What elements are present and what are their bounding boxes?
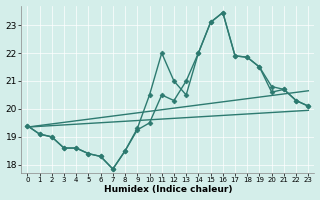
X-axis label: Humidex (Indice chaleur): Humidex (Indice chaleur) bbox=[104, 185, 232, 194]
